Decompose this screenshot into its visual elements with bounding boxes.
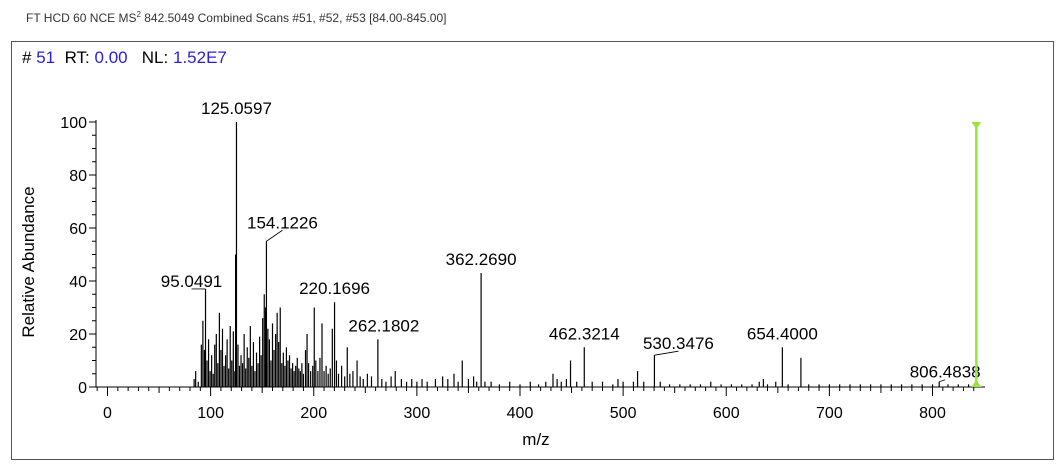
x-tick-label: 200 (300, 405, 327, 422)
precursor-marker-bottom-cap (971, 380, 982, 387)
nl-label: NL: (141, 48, 169, 67)
peak-label-leader (266, 229, 283, 242)
x-axis-label: m/z (522, 430, 549, 449)
peak-label: 806.4838 (910, 363, 981, 382)
x-tick-label: 100 (197, 405, 224, 422)
peaks-group (193, 122, 970, 387)
peak-label: 262.1802 (348, 316, 419, 335)
scan-label: # (22, 48, 32, 67)
axes: 0 20 40 60 80 100 0 100 200 300 400 500 600 700 800 (60, 115, 985, 422)
x-tick-label: 300 (404, 405, 431, 422)
x-tick-label: 800 (919, 405, 946, 422)
header-suffix: 842.5049 Combined Scans #51, #52, #53 [8… (140, 11, 447, 25)
peak-label-leader (939, 379, 946, 383)
y-tick-label: 60 (69, 221, 87, 238)
peak-label: 154.1226 (247, 213, 318, 232)
y-axis-label: Relative Abundance (19, 186, 38, 337)
peak-label: 654.4000 (747, 324, 818, 343)
y-tick-label: 100 (60, 115, 87, 132)
peak-label: 530.3476 (643, 334, 714, 353)
peak-labels-group: 125.0597 154.1226 95.0491 362.2690 220.1696 2… (161, 99, 981, 383)
y-tick-label: 20 (69, 327, 87, 344)
precursor-marker-top-cap (971, 122, 982, 129)
scan-info: # 51 RT: 0.00 NL: 1.52E7 (22, 48, 227, 68)
x-tick-label: 700 (816, 405, 843, 422)
header-prefix: FT HCD 60 NCE MS (26, 11, 137, 25)
rt-label: RT: (64, 48, 90, 67)
y-tick-label: 0 (78, 380, 87, 397)
peak-label: 95.0491 (161, 272, 222, 291)
peak-label: 220.1696 (299, 279, 370, 298)
peak-label-leader (654, 350, 679, 356)
x-tick-label: 600 (713, 405, 740, 422)
x-tick-label: 400 (507, 405, 534, 422)
peak-label: 125.0597 (201, 99, 272, 118)
precursor-marker (971, 122, 982, 387)
y-tick-label: 40 (69, 274, 87, 291)
header-superscript: 2 (136, 10, 141, 19)
nl-value: 1.52E7 (172, 48, 227, 67)
peak-label: 362.2690 (446, 250, 517, 269)
rt-value: 0.00 (94, 48, 128, 67)
peak-label: 462.3214 (549, 324, 620, 343)
spectrum-header: FT HCD 60 NCE MS2 842.5049 Combined Scan… (26, 10, 447, 25)
y-tick-label: 80 (69, 168, 87, 185)
chart-frame (11, 41, 1054, 460)
x-tick-label: 0 (103, 405, 112, 422)
scan-number: 51 (36, 48, 56, 67)
x-tick-label: 500 (610, 405, 637, 422)
